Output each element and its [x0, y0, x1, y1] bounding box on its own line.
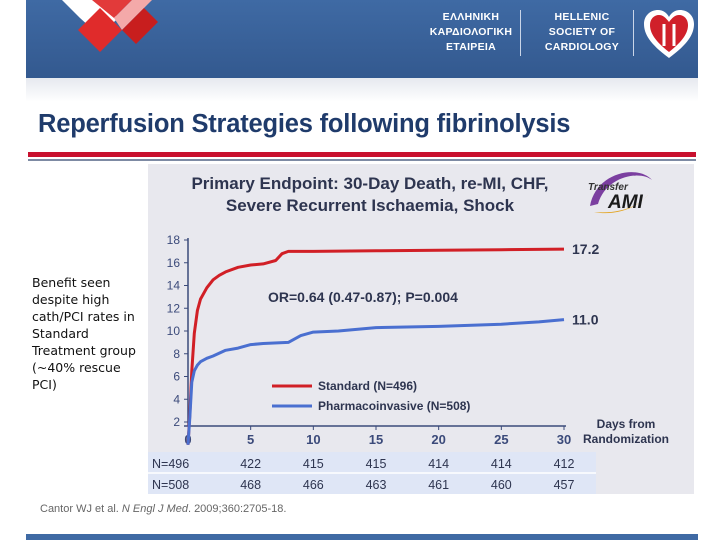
citation: Cantor WJ et al. N Engl J Med. 2009;360:…: [40, 503, 286, 515]
at-risk-cell: 412: [554, 457, 575, 471]
slide-title: Reperfusion Strategies following fibrino…: [38, 110, 571, 138]
side-note: Benefit seen despite high cath/PCI rates…: [32, 274, 148, 393]
side-note-line: Standard: [32, 326, 89, 341]
at-risk-cell: 457: [554, 478, 575, 492]
chart-title-line: Severe Recurrent Ischaemia, Shock: [225, 196, 515, 215]
english-line: HELLENIC: [554, 11, 610, 23]
greek-line: ΕΛΛΗΝΙΚΗ: [442, 11, 500, 23]
series-line-pharmacoinvasive: [186, 318, 565, 445]
series-line-standard: [186, 247, 565, 445]
x-tick-label: 5: [247, 432, 254, 447]
y-tick-label: 6: [173, 370, 180, 384]
greek-line: ΚΑΡΔΙΟΛΟΓΙΚΗ: [429, 26, 513, 38]
header-bar: ΕΛΛΗΝΙΚΗ ΚΑΡΔΙΟΛΟΓΙΚΗ ΕΤΑΙΡΕΙΑ HELLENIC …: [26, 0, 698, 78]
chart-panel: [148, 164, 694, 494]
chart-title: Primary Endpoint: 30-Day Death, re-MI, C…: [150, 173, 590, 217]
at-risk-cell: 414: [428, 457, 449, 471]
y-tick-label: 10: [167, 324, 181, 338]
side-note-line: despite high: [32, 292, 110, 307]
x-tick-label: 15: [369, 432, 383, 447]
english-line: CARDIOLOGY: [544, 41, 620, 53]
chart-title-line: Primary Endpoint: 30-Day Death, re-MI, C…: [191, 174, 549, 193]
x-axis-label: Days from: [597, 417, 656, 431]
english-society-name: HELLENIC SOCIETY OF CARDIOLOGY: [534, 10, 630, 55]
title-underline-red: [28, 152, 696, 157]
header-divider: [520, 10, 521, 56]
citation-journal: N Engl J Med: [121, 503, 188, 515]
english-line: SOCIETY OF: [548, 26, 616, 38]
footer-bar: [26, 534, 698, 540]
logo-text-transfer: Transfer: [588, 182, 629, 193]
x-tick-label: 20: [431, 432, 445, 447]
citation-details: . 2009;360:2705-18.: [187, 503, 287, 515]
at-risk-row-label: N=508: [152, 478, 189, 492]
at-risk-cell: 415: [303, 457, 324, 471]
title-underline-gray: [28, 159, 696, 161]
legend-label: Pharmacoinvasive (N=508): [318, 399, 470, 413]
side-note-line: Treatment group: [32, 343, 136, 358]
y-tick-label: 12: [167, 301, 181, 315]
transfer-ami-logo: Transfer AMI: [588, 172, 652, 214]
at-risk-cell: 422: [240, 457, 261, 471]
series-end-label: 17.2: [572, 241, 599, 257]
at-risk-row-label: N=496: [152, 457, 189, 471]
y-tick-label: 14: [167, 279, 181, 293]
odds-ratio-annotation: OR=0.64 (0.47-0.87); P=0.004: [268, 289, 458, 305]
society-hearts-logo: [62, 0, 158, 52]
logo-text-ami: AMI: [607, 192, 644, 213]
at-risk-cell: 468: [240, 478, 261, 492]
at-risk-cell: 463: [366, 478, 387, 492]
x-axis-label: Randomization: [583, 432, 669, 446]
header-divider: [633, 10, 634, 56]
greek-line: ΕΤΑΙΡΕΙΑ: [445, 41, 497, 53]
at-risk-cell: 461: [428, 478, 449, 492]
legend-label: Standard (N=496): [318, 379, 417, 393]
at-risk-cell: 414: [491, 457, 512, 471]
side-note-line: Benefit seen: [32, 275, 111, 290]
x-tick-label: 10: [306, 432, 320, 447]
citation-authors: Cantor WJ et al.: [40, 503, 122, 515]
y-tick-label: 18: [167, 233, 181, 247]
heart-icon: [644, 10, 694, 58]
y-tick-label: 16: [167, 256, 181, 270]
y-tick-label: 2: [173, 415, 180, 429]
x-tick-label: 25: [494, 432, 508, 447]
at-risk-cell: 466: [303, 478, 324, 492]
y-tick-label: 4: [173, 392, 180, 406]
at-risk-cell: 460: [491, 478, 512, 492]
greek-society-name: ΕΛΛΗΝΙΚΗ ΚΑΡΔΙΟΛΟΓΙΚΗ ΕΤΑΙΡΕΙΑ: [421, 10, 521, 55]
y-tick-label: 8: [173, 347, 180, 361]
header-shadow: [26, 78, 698, 102]
at-risk-cell: 415: [366, 457, 387, 471]
side-note-line: cath/PCI rates in: [32, 309, 135, 324]
x-tick-label: 30: [557, 432, 571, 447]
side-note-line: (~40% rescue PCI): [32, 360, 121, 392]
series-end-label: 11.0: [572, 312, 599, 328]
